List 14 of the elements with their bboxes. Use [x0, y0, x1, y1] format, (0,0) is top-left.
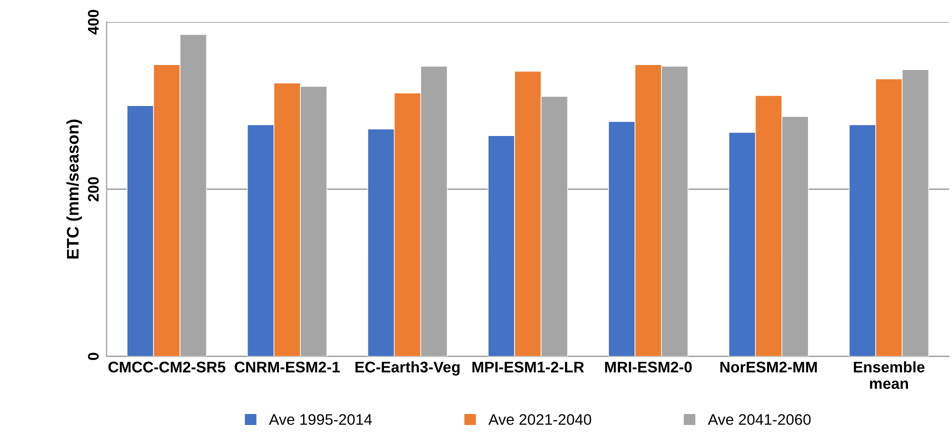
legend-label: Ave 2041-2060 — [708, 414, 811, 425]
legend-label: Ave 2021-2040 — [488, 414, 592, 425]
y-tick-label: 400 — [88, 10, 99, 35]
x-tick-label: MPI-ESM1-2-LR — [472, 362, 584, 372]
x-tick-label: CNRM-ESM2-1 — [234, 362, 340, 372]
x-tick-label: MRI-ESM2-0 — [605, 362, 692, 372]
legend-label: Ave 1995-2014 — [268, 414, 372, 425]
x-tick-label: EC-Earth3-Veg — [355, 361, 460, 376]
y-axis-title: ETC (mm/season) — [66, 120, 82, 258]
y-tick-label: 0 — [88, 352, 99, 360]
x-tick-label: NorESM2-MM — [720, 362, 817, 372]
y-tick-label: 200 — [88, 177, 99, 202]
x-tick-label: CMCC-CM2-SR5 — [108, 362, 226, 372]
x-tick-label: Ensemble mean — [854, 361, 925, 389]
